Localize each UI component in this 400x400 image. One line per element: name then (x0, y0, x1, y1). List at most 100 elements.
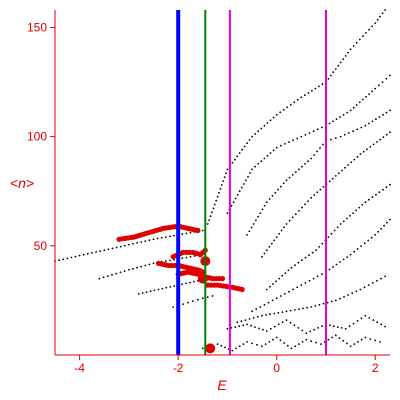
data-point (66, 257, 69, 260)
data-point (281, 321, 284, 324)
data-point (282, 108, 285, 111)
data-point (328, 268, 331, 271)
data-point (352, 45, 355, 47)
data-point (255, 308, 258, 310)
data-point (260, 160, 263, 163)
data-point (371, 25, 373, 28)
data-point (259, 212, 262, 215)
data-point (231, 161, 234, 164)
data-point (157, 288, 160, 291)
data-point (342, 339, 345, 342)
data-point (384, 9, 386, 11)
data-point (346, 217, 348, 220)
data-point (298, 210, 300, 212)
data-point (242, 324, 245, 327)
data-point (309, 330, 312, 333)
data-point (300, 135, 303, 138)
data-point (380, 323, 382, 326)
data-point (318, 246, 321, 248)
data-point (298, 168, 300, 171)
data-point (327, 338, 330, 341)
data-point (334, 334, 337, 337)
data-point (301, 259, 303, 262)
data-point (226, 212, 229, 215)
data-point (280, 185, 282, 188)
data-point (263, 204, 266, 207)
data-point (236, 155, 239, 158)
data-point (382, 113, 384, 116)
axes-layer (54, 10, 390, 356)
data-point (374, 87, 377, 90)
data-point (264, 343, 267, 345)
data-point (153, 289, 156, 292)
data-point (368, 28, 370, 31)
data-point (192, 300, 194, 302)
data-point (290, 266, 293, 269)
y-tick-label: 150 (27, 20, 47, 34)
x-tick-label: -2 (173, 361, 184, 375)
data-point-red (195, 227, 201, 234)
data-point (326, 301, 329, 304)
data-point (263, 124, 266, 127)
data-point (240, 320, 243, 323)
data-point (280, 229, 283, 232)
data-point (330, 138, 332, 141)
data-point (281, 274, 284, 277)
data-point (319, 147, 321, 149)
data-point (189, 231, 192, 234)
data-point (268, 246, 271, 248)
data-point (376, 141, 378, 143)
data-point (152, 262, 155, 265)
data-point (350, 161, 353, 164)
data-point (244, 319, 247, 321)
data-point (384, 275, 386, 278)
data-point (389, 218, 391, 221)
data-point (381, 12, 384, 15)
data-point (308, 254, 310, 257)
data-point (279, 339, 282, 342)
data-point (301, 341, 304, 343)
data-point (371, 90, 373, 93)
data-point (161, 287, 164, 290)
data-point (378, 116, 381, 118)
data-point (246, 142, 249, 145)
data-point (386, 221, 388, 224)
data-point (230, 204, 233, 207)
data-point (362, 150, 365, 153)
data-point (334, 68, 337, 70)
data-point (380, 227, 382, 230)
data-point (294, 345, 297, 348)
data-point (315, 341, 317, 344)
data-point (316, 128, 319, 131)
data-point (103, 249, 106, 252)
data-point (355, 209, 357, 212)
data-point (291, 174, 294, 176)
data-point (223, 176, 226, 179)
data-point (279, 144, 282, 147)
data-point (272, 149, 275, 152)
data-point (185, 232, 188, 235)
data-point (249, 172, 251, 174)
data-point (322, 143, 324, 146)
data-point (313, 328, 315, 331)
data-point (362, 35, 364, 38)
data-point (389, 131, 391, 134)
data-point (328, 180, 331, 183)
data-point (273, 312, 276, 315)
data-point (123, 244, 126, 247)
data-point (275, 336, 278, 339)
data-point (234, 197, 237, 200)
data-point (251, 342, 254, 345)
data-point (358, 206, 361, 209)
data-point (127, 268, 130, 271)
data-point (240, 186, 243, 189)
data-point (382, 136, 385, 139)
data-point (265, 249, 268, 252)
data-point (293, 324, 296, 327)
data-point (339, 297, 341, 300)
data-point (141, 292, 144, 294)
data-point (98, 277, 101, 280)
data-point (308, 279, 311, 282)
data-point (349, 345, 352, 348)
data-point (209, 215, 212, 218)
